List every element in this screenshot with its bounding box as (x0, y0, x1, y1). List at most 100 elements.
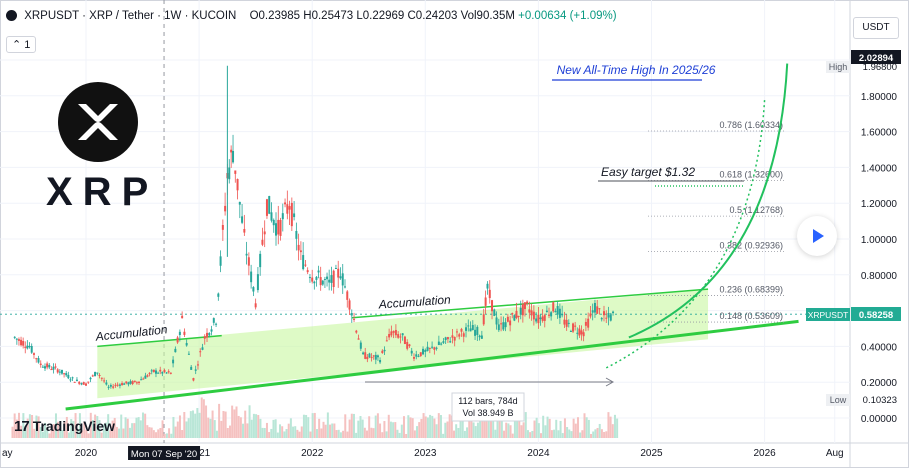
volume-bar (120, 414, 123, 438)
play-icon[interactable] (797, 216, 837, 256)
legend-toggle-button[interactable]: ⌃ 1 (6, 36, 37, 53)
volume-bar (50, 427, 53, 438)
volume-bar (20, 425, 23, 438)
price-axis[interactable]: 2.000001.800001.600001.400001.200001.000… (806, 50, 901, 425)
volume-bar (174, 426, 177, 438)
volume-bar (357, 420, 360, 438)
volume-bar (285, 429, 288, 438)
volume-bar (561, 433, 564, 438)
volume-bar (222, 410, 225, 438)
candle-body (306, 270, 309, 273)
volume-bar (366, 430, 369, 438)
candle-body (317, 270, 320, 273)
candle-body (232, 150, 235, 163)
candle-body (217, 293, 220, 297)
candle-body (353, 318, 356, 320)
volume-bar (31, 414, 34, 438)
candle-body (252, 287, 255, 292)
time-tick-label: 2022 (301, 448, 324, 459)
volume-bar (96, 416, 99, 438)
volume-bar (176, 421, 179, 438)
volume-bar (407, 415, 410, 438)
volume-bar (13, 413, 16, 438)
volume-bar (83, 422, 86, 438)
volume-bar (489, 420, 492, 438)
candle-body (346, 291, 349, 300)
volume-bar (170, 433, 173, 438)
volume-bar (302, 414, 305, 438)
time-axis[interactable]: 2020202120222023202420252026AugayMon 07 … (2, 446, 844, 460)
volume-bar (524, 412, 527, 438)
ath-price-tag: 2.02894 (859, 53, 894, 64)
candle-body (341, 273, 344, 286)
candle-body (69, 379, 72, 381)
candle-body (17, 339, 20, 341)
volume-bar (446, 421, 449, 438)
candle-body (458, 334, 461, 337)
volume-bar (102, 424, 105, 438)
volume-bar (111, 420, 114, 438)
candle-body (234, 170, 237, 174)
volume-bar (337, 429, 340, 438)
candle-body (157, 372, 160, 374)
candle-body (435, 347, 438, 349)
fib-level-label: 0.236 (0.68399) (719, 285, 783, 295)
candle-body (297, 244, 300, 251)
candle-body (30, 346, 33, 353)
volume-bar (276, 432, 279, 438)
volume-bar (368, 416, 371, 438)
volume-bar (461, 412, 464, 438)
volume-bar (607, 412, 610, 438)
volume-bar (598, 423, 601, 438)
volume-bar (529, 432, 532, 438)
volume-bar (424, 416, 427, 438)
volume-bar (587, 419, 590, 438)
candle-body (185, 342, 188, 346)
candle-body (169, 372, 172, 374)
candle-body (78, 381, 81, 384)
currency-button[interactable]: USDT (853, 17, 899, 39)
candle-body (437, 341, 440, 346)
tradingview-watermark[interactable]: 17 TradingView (14, 418, 115, 435)
ath-price-tag-box (851, 50, 901, 64)
volume-bar (11, 426, 14, 438)
volume-bar (559, 420, 562, 438)
volume-bar (605, 431, 608, 438)
volume-bar (181, 430, 184, 438)
candle-body (192, 378, 195, 381)
symbol-title[interactable]: XRPUSDT · XRP / Tether · 1W · KUCOIN (24, 10, 237, 22)
volume-bar (155, 432, 158, 438)
volume-bar (283, 431, 286, 438)
volume-bar (248, 405, 251, 438)
volume-bar (148, 427, 151, 438)
volume-bar (413, 430, 416, 438)
volume-bar (287, 423, 290, 438)
high-label: High (829, 62, 848, 72)
candle-body (482, 314, 485, 325)
volume-bar (74, 413, 77, 438)
channel-resistance-line-2 (351, 288, 709, 319)
volume-bar (228, 425, 231, 438)
candle-body (304, 264, 307, 266)
candle-body (140, 379, 143, 381)
candle-body (415, 354, 418, 357)
volume-bar (344, 414, 347, 438)
price-tick-label: 1.60000 (861, 128, 898, 139)
volume-bar (48, 433, 51, 438)
volume-bar (144, 413, 147, 438)
volume-bar (470, 416, 473, 438)
candle-body (523, 302, 526, 310)
price-tick-label: 0.20000 (861, 378, 898, 389)
candle-body (321, 280, 324, 285)
candle-body (54, 366, 57, 368)
volume-bar (398, 432, 401, 438)
candle-body (550, 312, 553, 317)
symbol-price-tag: 0.58258 (859, 310, 893, 321)
candle-body (572, 323, 575, 332)
xrp-logo-text: XRP (46, 170, 159, 214)
volume-bar (307, 417, 310, 438)
tradingview-label: TradingView (32, 418, 115, 434)
volume-bar (259, 418, 262, 438)
volume-bar (315, 429, 318, 438)
